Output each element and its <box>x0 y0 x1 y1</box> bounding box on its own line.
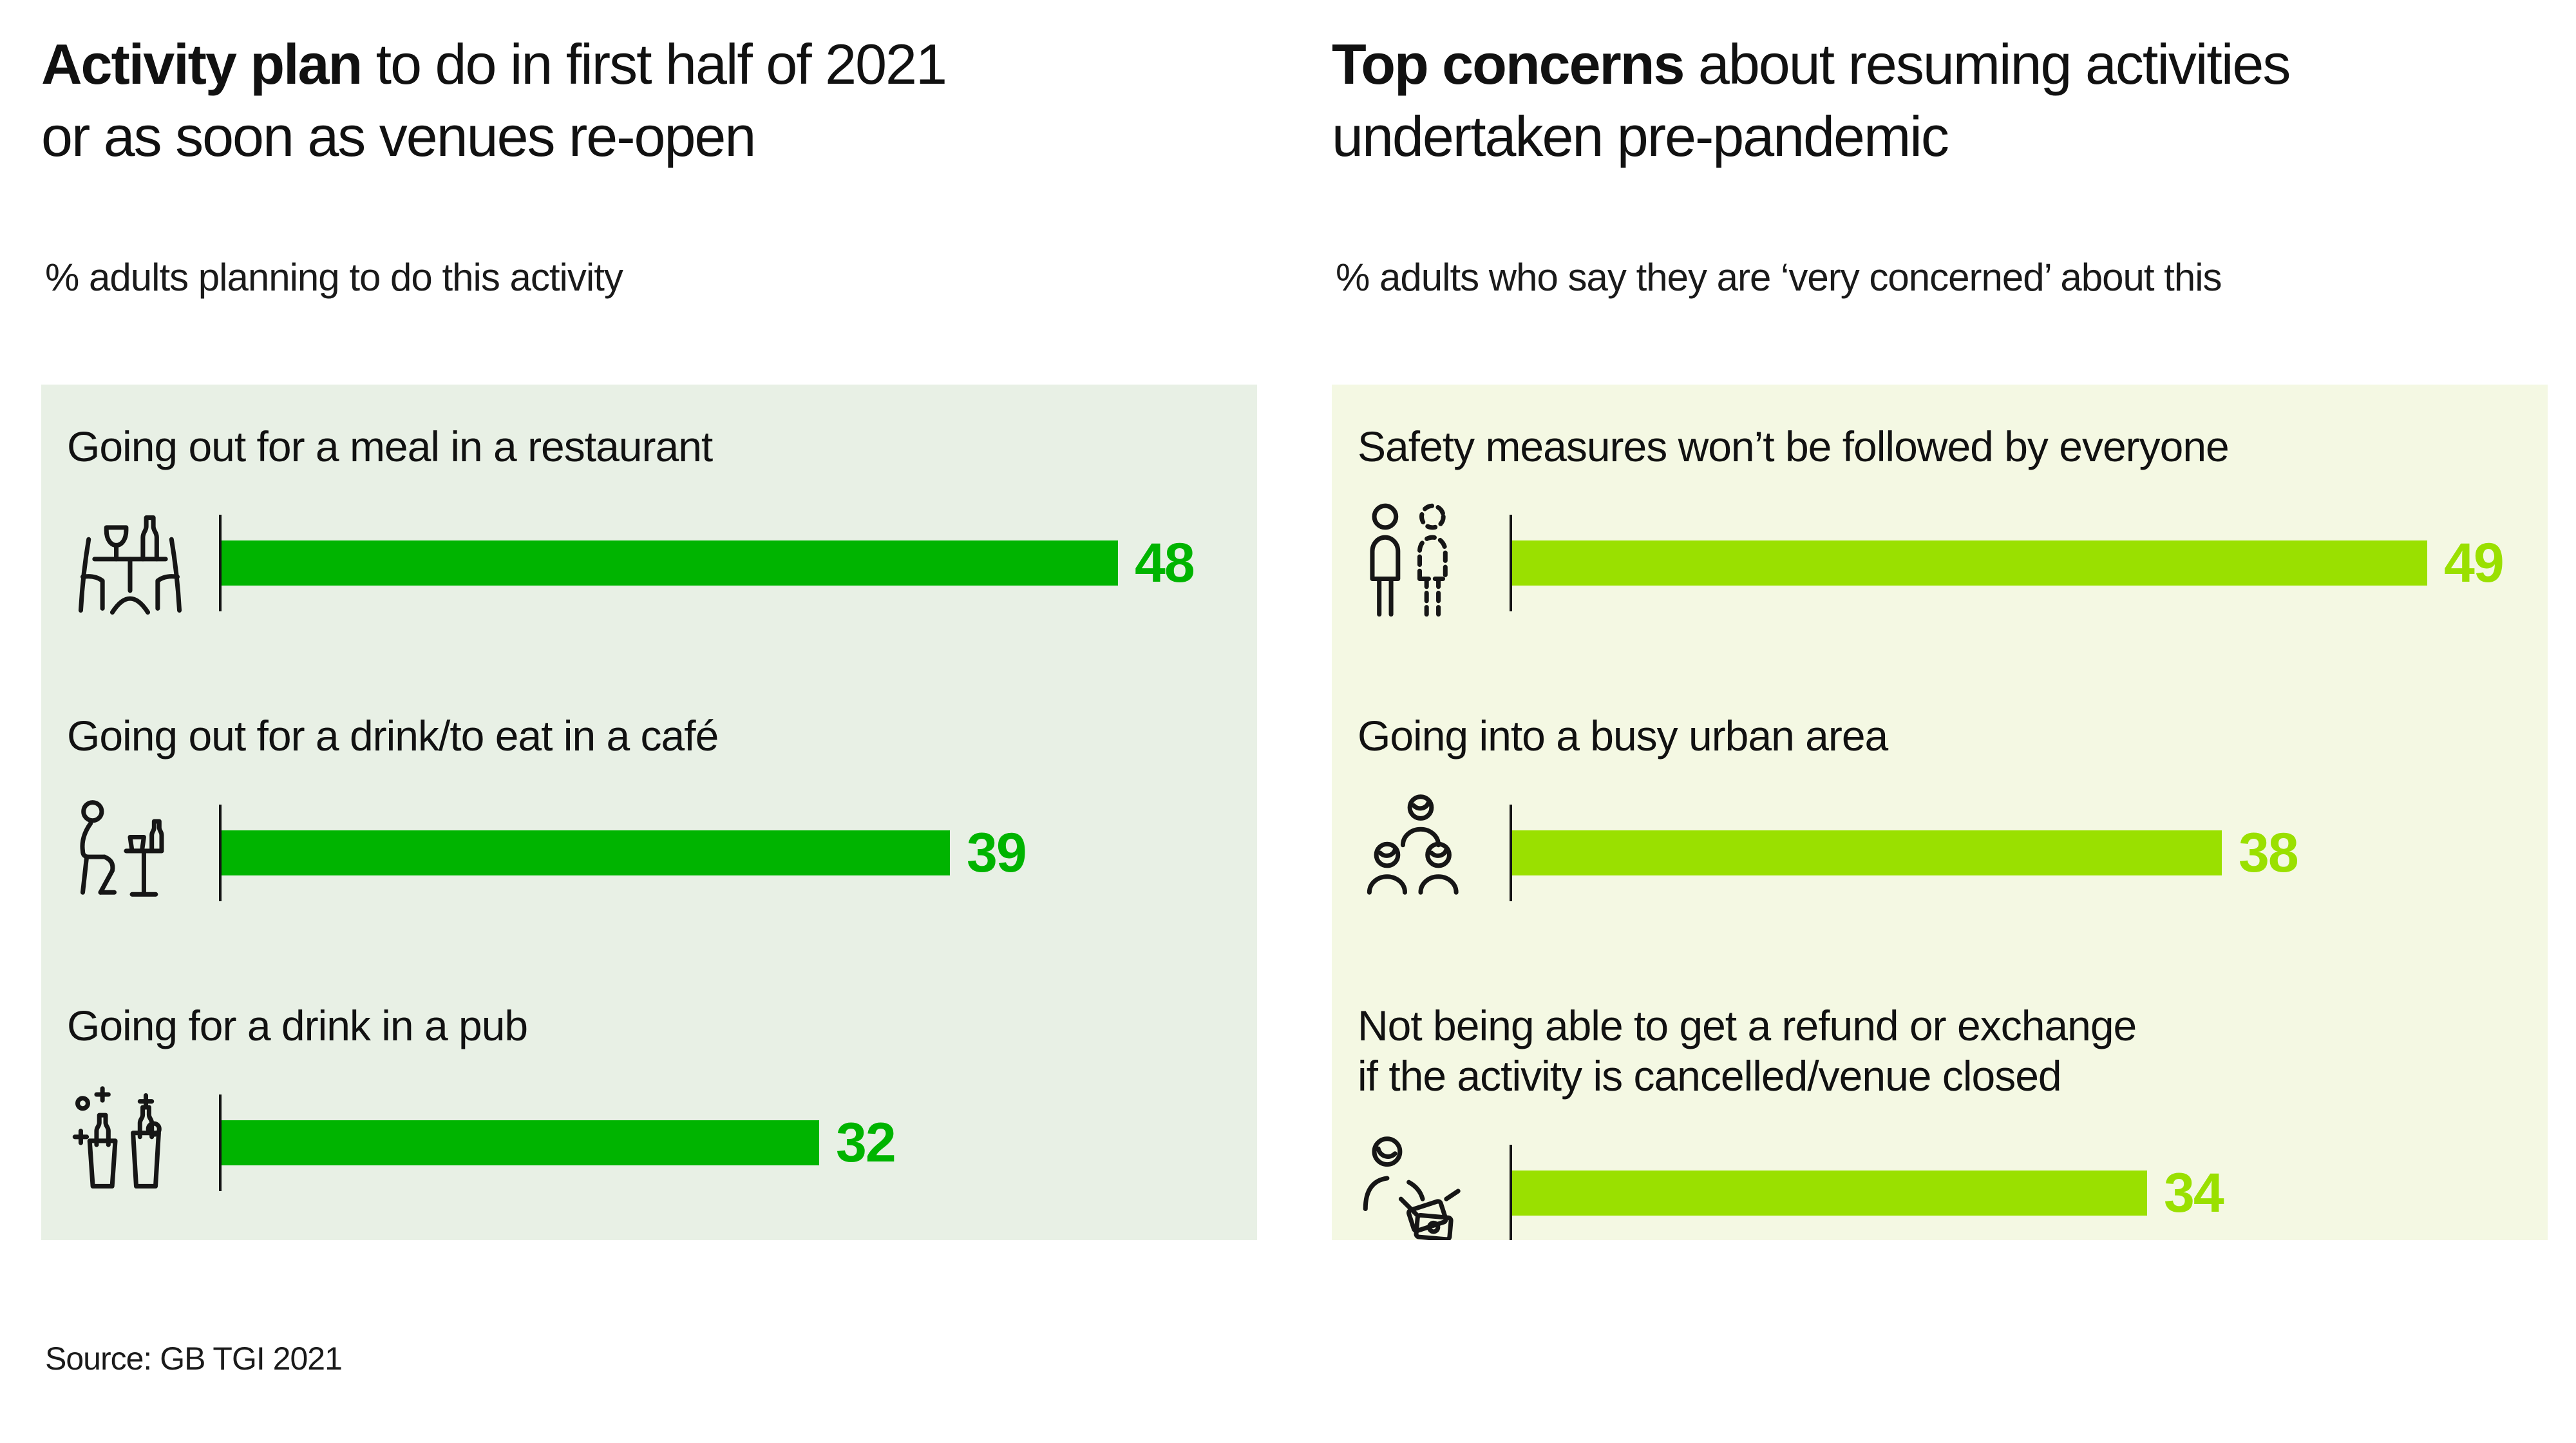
people-pair-icon <box>1358 500 1493 626</box>
chart-row: Going for a drink in a pub 32 <box>67 1001 1244 1206</box>
bar-value: 38 <box>2239 821 2299 884</box>
chart-columns: Activity plan to do in first half of 202… <box>41 28 2548 1240</box>
axis-line <box>1510 1145 1512 1240</box>
activity-title-bold: Activity plan <box>41 32 363 96</box>
bar <box>222 1120 819 1166</box>
bar-label: Going out for a meal in a restaurant <box>67 422 713 470</box>
concerns-title: Top concerns about resuming activities u… <box>1332 28 2548 173</box>
bar-line: 32 <box>67 1080 1244 1206</box>
crowd-icon <box>1358 790 1493 916</box>
concerns-title-bold: Top concerns <box>1332 32 1685 96</box>
chart-row: Going out for a meal in a restaurant 48 <box>67 422 1244 627</box>
bar-label: Going out for a drink/to eat in a café <box>67 712 719 760</box>
bar-line: 49 <box>1358 500 2535 626</box>
bar-line: 34 <box>1358 1130 2535 1240</box>
concerns-column: Top concerns about resuming activities u… <box>1332 28 2548 1240</box>
restaurant-table-icon <box>67 500 202 626</box>
bar-label: Not being able to get a refund or exchan… <box>1358 1002 2137 1100</box>
bar-line: 38 <box>1358 790 2535 916</box>
concerns-title-rest: about resuming activities undertaken pre… <box>1332 32 2291 168</box>
refund-person-icon <box>1358 1130 1493 1240</box>
activity-chart-panel: Going out for a meal in a restaurant 48 Go… <box>41 384 1257 1240</box>
cafe-person-icon <box>67 790 202 916</box>
bar <box>1512 830 2222 876</box>
chart-row: Safety measures won’t be followed by eve… <box>1358 422 2535 627</box>
axis-line <box>219 515 222 612</box>
chart-row: Going out for a drink/to eat in a café 39 <box>67 711 1244 916</box>
axis-line <box>219 1094 222 1192</box>
bar-line: 48 <box>67 500 1244 626</box>
concerns-subtitle: % adults who say they are ‘very concerne… <box>1336 255 2222 299</box>
activity-column: Activity plan to do in first half of 202… <box>41 28 1257 1240</box>
bar-label: Going into a busy urban area <box>1358 712 1888 760</box>
activity-title-rest: to do in first half of 2021 or as soon a… <box>41 32 947 168</box>
bar-value: 32 <box>836 1111 896 1174</box>
axis-line <box>219 805 222 902</box>
bar-line: 39 <box>67 790 1244 916</box>
bar-value: 34 <box>2164 1161 2224 1224</box>
bar-value: 48 <box>1135 531 1195 594</box>
activity-subtitle: % adults planning to do this activity <box>45 255 623 299</box>
activity-title: Activity plan to do in first half of 202… <box>41 28 1257 173</box>
chart-row: Not being able to get a refund or exchan… <box>1358 1001 2535 1240</box>
bar <box>1512 1171 2147 1216</box>
concerns-chart-panel: Safety measures won’t be followed by eve… <box>1332 384 2548 1240</box>
bar <box>222 540 1118 586</box>
bar-label: Going for a drink in a pub <box>67 1002 528 1050</box>
axis-line <box>1510 805 1512 902</box>
bar-label: Safety measures won’t be followed by eve… <box>1358 422 2230 470</box>
source-note: Source: GB TGI 2021 <box>45 1341 343 1377</box>
bar <box>1512 540 2427 586</box>
bar-value: 49 <box>2444 531 2505 594</box>
axis-line <box>1510 515 1512 612</box>
bar-value: 39 <box>967 821 1027 884</box>
bar <box>222 830 950 876</box>
pub-drinks-icon <box>67 1080 202 1206</box>
chart-row: Going into a busy urban area 38 <box>1358 711 2535 916</box>
